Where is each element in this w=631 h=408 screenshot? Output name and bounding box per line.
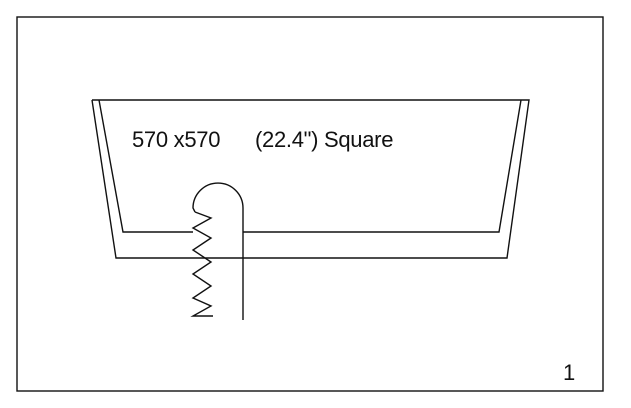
planter-inner-profile: [98, 99, 193, 233]
break-line-zigzag: [190, 211, 213, 317]
dimension-label: 570 x570 (22.4") Square: [132, 127, 394, 152]
planter-outer-profile: [91, 99, 530, 259]
planter-inner-profile-right: [243, 99, 522, 233]
sheet-number: 1: [563, 360, 576, 385]
section-break-symbol: [192, 182, 244, 320]
sheet-border: [16, 16, 604, 392]
